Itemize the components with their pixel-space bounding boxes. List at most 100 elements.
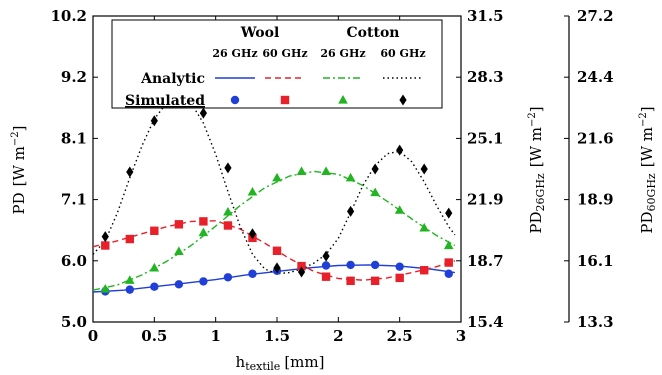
simulated-point-cotton-26ghz [394, 205, 405, 214]
simulated-point-cotton-26ghz [198, 227, 209, 237]
x-tick-label: 0 [88, 327, 98, 345]
simulated-point-wool-60ghz [199, 217, 208, 226]
x-tick-label: 0.5 [141, 327, 167, 345]
simulated-point-cotton-26ghz [370, 187, 380, 197]
legend-group-label: Wool [240, 25, 280, 41]
simulated-point-cotton-60ghz [297, 266, 306, 278]
simulated-point-wool-60ghz [346, 276, 355, 286]
middle-y-tick-label: 25.1 [467, 129, 504, 147]
legend-group-label: Cotton [347, 25, 400, 41]
simulated-point-cotton-60ghz [101, 231, 109, 243]
x-tick-label: 2.5 [387, 327, 413, 345]
legend-simulated-swatch [230, 95, 240, 105]
simulated-point-cotton-26ghz [296, 166, 307, 175]
left-y-tick-labels: 5.0 6.0 7.1 8.1 9.2 10.2 [50, 7, 87, 331]
legend-simulated-swatch [399, 94, 407, 106]
simulated-point-wool-60ghz [223, 221, 233, 230]
x-tick-label: 1 [210, 327, 220, 345]
simulated-point-cotton-26ghz [321, 166, 331, 175]
simulated-point-wool-26ghz [125, 285, 134, 294]
simulated-point-cotton-26ghz [125, 275, 135, 284]
simulated-point-wool-60ghz [420, 266, 429, 275]
simulated-point-cotton-26ghz [149, 262, 160, 272]
legend-simulated-swatch [338, 95, 348, 104]
simulated-point-cotton-60ghz [322, 250, 330, 262]
legend-box [111, 19, 443, 109]
legend-frequency-label: 60 GHz [380, 47, 425, 60]
simulated-point-cotton-60ghz [347, 205, 355, 217]
right-y-tick-label: 16.1 [577, 252, 614, 270]
simulated-point-cotton-26ghz [443, 240, 454, 250]
middle-y-tick-label: 28.3 [467, 68, 504, 86]
left-y-tick-label: 8.1 [61, 129, 87, 147]
simulated-point-cotton-60ghz [445, 207, 453, 219]
left-y-tick-label: 10.2 [50, 7, 87, 25]
middle-y-tick-labels: 15.4 18.7 21.9 25.1 28.3 31.5 [467, 7, 504, 331]
left-y-tick-label: 9.2 [61, 68, 87, 86]
right-y-tick-label: 24.4 [577, 68, 614, 86]
simulated-point-wool-26ghz [321, 261, 331, 270]
simulated-point-wool-60ghz [297, 261, 306, 271]
right-y-tick-label: 27.2 [577, 7, 614, 25]
simulated-point-wool-60ghz [125, 234, 134, 244]
simulated-point-wool-60ghz [370, 276, 380, 286]
simulated-point-wool-26ghz [248, 269, 257, 278]
legend-frequency-label: 26 GHz [320, 47, 365, 60]
simulated-point-wool-60ghz [395, 273, 404, 283]
legend-row-label: Analytic [140, 71, 205, 87]
simulated-point-wool-60ghz [150, 226, 159, 235]
right-y-axis-label: PD60GHz[W m−2] [638, 106, 658, 233]
legend-frequency-label: 26 GHz [212, 47, 257, 60]
x-tick-label: 3 [456, 327, 466, 345]
simulated-point-wool-26ghz [370, 260, 380, 270]
simulated-point-wool-26ghz [199, 277, 208, 286]
simulated-point-cotton-60ghz [396, 144, 404, 156]
simulated-point-wool-26ghz [174, 280, 184, 289]
simulated-point-cotton-26ghz [419, 222, 429, 232]
simulated-point-cotton-60ghz [224, 162, 232, 174]
simulated-point-wool-60ghz [174, 220, 184, 229]
left-y-tick-label: 5.0 [61, 313, 87, 331]
right-y-tick-label: 18.9 [577, 191, 614, 209]
simulated-point-wool-60ghz [321, 272, 331, 281]
left-y-tick-label: 7.1 [61, 191, 87, 209]
simulated-point-wool-26ghz [223, 273, 233, 282]
simulated-point-wool-60ghz [272, 246, 282, 255]
legend-frequency-label: 60 GHz [262, 47, 307, 60]
x-tick-label: 1.5 [264, 327, 290, 345]
simulated-point-cotton-60ghz [248, 228, 257, 240]
middle-y-tick-label: 21.9 [467, 191, 504, 209]
simulated-point-cotton-26ghz [345, 172, 356, 182]
simulated-point-wool-26ghz [150, 282, 159, 291]
simulated-point-cotton-26ghz [100, 284, 111, 293]
right-y-tick-label: 13.3 [577, 313, 614, 331]
simulated-point-cotton-26ghz [272, 172, 282, 182]
simulated-point-cotton-60ghz [273, 262, 281, 274]
tick-marks [92, 15, 569, 323]
x-axis-label: htextile [mm] [236, 353, 325, 373]
simulated-point-cotton-60ghz [420, 163, 428, 175]
legend-simulated-swatch [280, 95, 290, 105]
series-markers [100, 92, 454, 296]
middle-y-axis-label: PD26GHz[W m−2] [527, 106, 547, 233]
middle-y-tick-label: 31.5 [467, 7, 504, 25]
simulated-point-wool-60ghz [444, 258, 453, 267]
right-y-tick-label: 21.6 [577, 129, 614, 147]
simulated-point-cotton-26ghz [174, 246, 184, 255]
simulated-point-cotton-60ghz [150, 115, 158, 127]
simulated-point-cotton-60ghz [371, 163, 379, 175]
legend-row-label: Simulated [125, 93, 205, 109]
legend: Wool Cotton 26 GHz 60 GHz 26 GHz 60 GHz Analyt… [111, 19, 443, 109]
simulated-point-wool-60ghz [101, 241, 110, 250]
x-tick-labels: 0 0.5 1 1.5 2 2.5 3 [88, 327, 466, 345]
simulated-point-wool-26ghz [395, 262, 404, 271]
simulated-point-wool-26ghz [346, 260, 355, 270]
simulated-point-cotton-26ghz [223, 206, 233, 216]
left-y-axis-label: PD[W m−2] [10, 126, 28, 215]
left-y-tick-label: 6.0 [61, 252, 87, 270]
simulated-point-cotton-26ghz [247, 186, 258, 196]
middle-y-tick-label: 18.7 [467, 252, 504, 270]
right-y-tick-labels: 13.3 16.1 18.9 21.6 24.4 27.2 [577, 7, 614, 331]
middle-y-tick-label: 15.4 [467, 313, 504, 331]
